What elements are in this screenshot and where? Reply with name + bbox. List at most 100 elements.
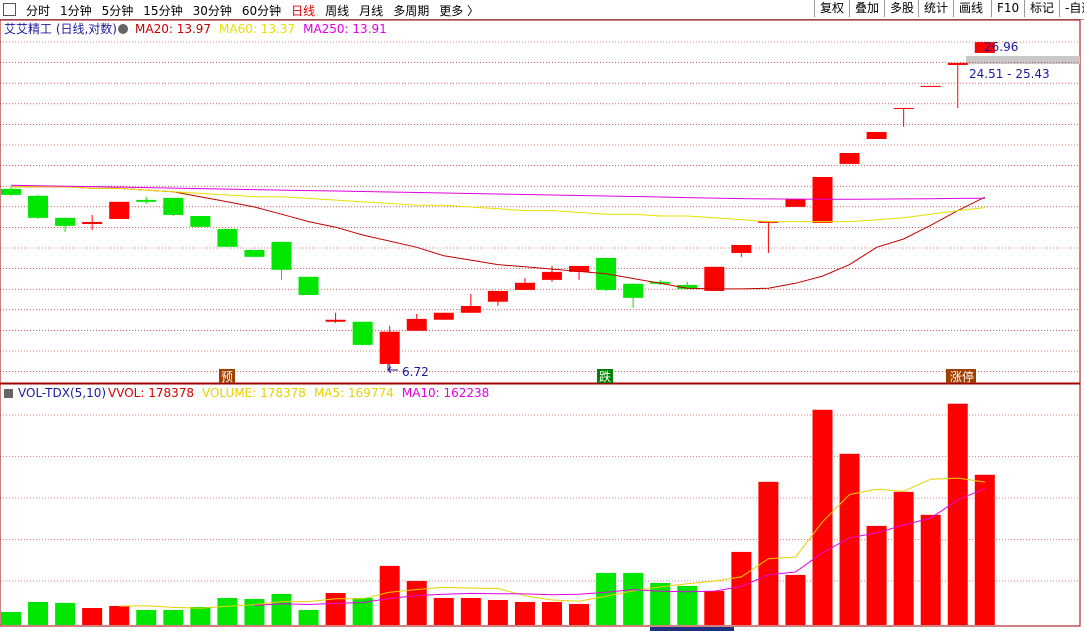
candle-body bbox=[920, 85, 941, 87]
tab[interactable]: 分时 bbox=[26, 4, 51, 18]
candle-body bbox=[379, 331, 400, 364]
candle-body bbox=[731, 244, 752, 253]
candle-body bbox=[28, 195, 49, 218]
candle-body bbox=[82, 221, 103, 225]
signal-box bbox=[946, 369, 976, 383]
volume-bar bbox=[109, 605, 130, 625]
candle-body bbox=[136, 199, 157, 202]
tab[interactable]: 30分钟 bbox=[192, 4, 232, 18]
volume-bar bbox=[136, 610, 157, 625]
volume-bar bbox=[947, 403, 968, 625]
legend-text: MA250: 13.91 bbox=[303, 22, 387, 36]
tab[interactable]: 60分钟 bbox=[241, 4, 282, 18]
annotation: 预 bbox=[221, 370, 233, 384]
toolbar-button[interactable]: -自选 bbox=[1059, 0, 1084, 17]
legend-icon bbox=[4, 389, 13, 398]
legend-text: MA20: 13.97 bbox=[135, 22, 211, 36]
candle-body bbox=[271, 241, 292, 270]
toolbar-button[interactable]: 统计 bbox=[918, 0, 953, 17]
tab[interactable]: 1分钟 bbox=[60, 4, 92, 18]
volume-bar bbox=[406, 580, 427, 625]
arrow bbox=[387, 364, 398, 374]
volume-bar bbox=[920, 514, 941, 625]
volume-bar bbox=[893, 491, 914, 625]
candle-body bbox=[406, 318, 427, 331]
ma-line bbox=[119, 477, 985, 609]
toolbar: 分时 1分钟 5分钟 15分钟 30分钟 60分钟 日线 周线 月线 多周期 更多 〉 复权 叠加 多股统… bbox=[0, 0, 1084, 20]
volume-bar bbox=[623, 572, 644, 625]
toolbar-button[interactable]: 画线 bbox=[953, 0, 988, 17]
volume-bar bbox=[1, 611, 21, 625]
ma-line bbox=[254, 487, 985, 606]
candle-body bbox=[460, 305, 481, 313]
candle-body bbox=[433, 312, 454, 320]
tab[interactable]: 更多 〉 bbox=[439, 4, 480, 18]
candle-body bbox=[947, 62, 968, 65]
annotation: 涨停 bbox=[950, 369, 974, 384]
volume-bar bbox=[514, 602, 535, 625]
chart-title: VOL-TDX(5,10) bbox=[18, 386, 106, 400]
candle-body bbox=[542, 271, 562, 280]
price-band bbox=[966, 56, 1080, 64]
annotation: 26.96 bbox=[984, 40, 1018, 54]
ma-line bbox=[10, 184, 985, 200]
candle-body bbox=[325, 319, 346, 322]
volume-bar bbox=[82, 607, 103, 625]
tab[interactable]: 日线 bbox=[291, 4, 316, 18]
volume-bar bbox=[812, 409, 833, 625]
candle-body bbox=[109, 201, 130, 219]
volume-bar bbox=[866, 525, 887, 625]
volume-bar bbox=[704, 590, 725, 625]
toolbar-button[interactable]: 复权 bbox=[814, 0, 849, 17]
volume-bar bbox=[839, 453, 860, 625]
signal-box bbox=[219, 369, 235, 383]
volume-bar bbox=[190, 606, 211, 625]
candle-body bbox=[839, 152, 860, 164]
volume-bar bbox=[163, 610, 184, 625]
volume-bar bbox=[352, 597, 373, 625]
candle-body bbox=[974, 42, 995, 53]
scrollbar[interactable] bbox=[650, 627, 734, 631]
candle-body bbox=[866, 131, 887, 139]
volume-bar bbox=[271, 593, 292, 625]
candle-body bbox=[217, 228, 238, 247]
tab[interactable]: 5分钟 bbox=[101, 4, 134, 18]
volume-bar bbox=[433, 597, 454, 625]
grid bbox=[0, 41, 1080, 582]
tab[interactable]: 15分钟 bbox=[143, 4, 183, 18]
legend-text: MA60: 13.37 bbox=[219, 22, 295, 36]
toolbar-icon[interactable] bbox=[3, 3, 16, 16]
tab[interactable]: 月线 bbox=[359, 4, 384, 18]
volume-bar bbox=[298, 610, 319, 625]
volume-bar bbox=[325, 593, 346, 625]
tab[interactable]: 多周期 bbox=[393, 4, 430, 18]
annotation: 6.72 bbox=[402, 365, 429, 379]
tab[interactable]: 周线 bbox=[325, 4, 350, 18]
legend-text: VVOL: 178378 bbox=[108, 386, 194, 400]
toolbar-button[interactable]: 标记 bbox=[1024, 0, 1059, 17]
candle-body bbox=[785, 198, 806, 207]
toolbar-button[interactable]: 叠加 bbox=[849, 0, 884, 17]
volume-bar bbox=[650, 582, 671, 625]
legend-icon bbox=[118, 24, 128, 34]
volume-bar bbox=[28, 602, 49, 625]
volume-bar bbox=[731, 551, 752, 625]
candle-body bbox=[893, 108, 914, 110]
candle-body bbox=[623, 283, 644, 298]
candle-body bbox=[704, 266, 725, 291]
candle-body bbox=[298, 276, 319, 295]
volume-bar bbox=[758, 481, 779, 625]
ma-line bbox=[11, 186, 985, 223]
volume-bar bbox=[487, 599, 508, 625]
toolbar-button[interactable]: F10 bbox=[991, 0, 1024, 17]
volume-bar bbox=[379, 565, 400, 625]
candle-body bbox=[352, 321, 373, 345]
volume-bar bbox=[244, 598, 265, 625]
price-panel bbox=[0, 19, 1081, 384]
annotation: 24.51 - 25.43 bbox=[969, 67, 1050, 81]
toolbar-button[interactable]: 多股 bbox=[884, 0, 919, 17]
legend-text: VOLUME: 178378 bbox=[202, 386, 306, 400]
candle-body bbox=[190, 216, 211, 227]
volume-bar bbox=[974, 474, 995, 625]
